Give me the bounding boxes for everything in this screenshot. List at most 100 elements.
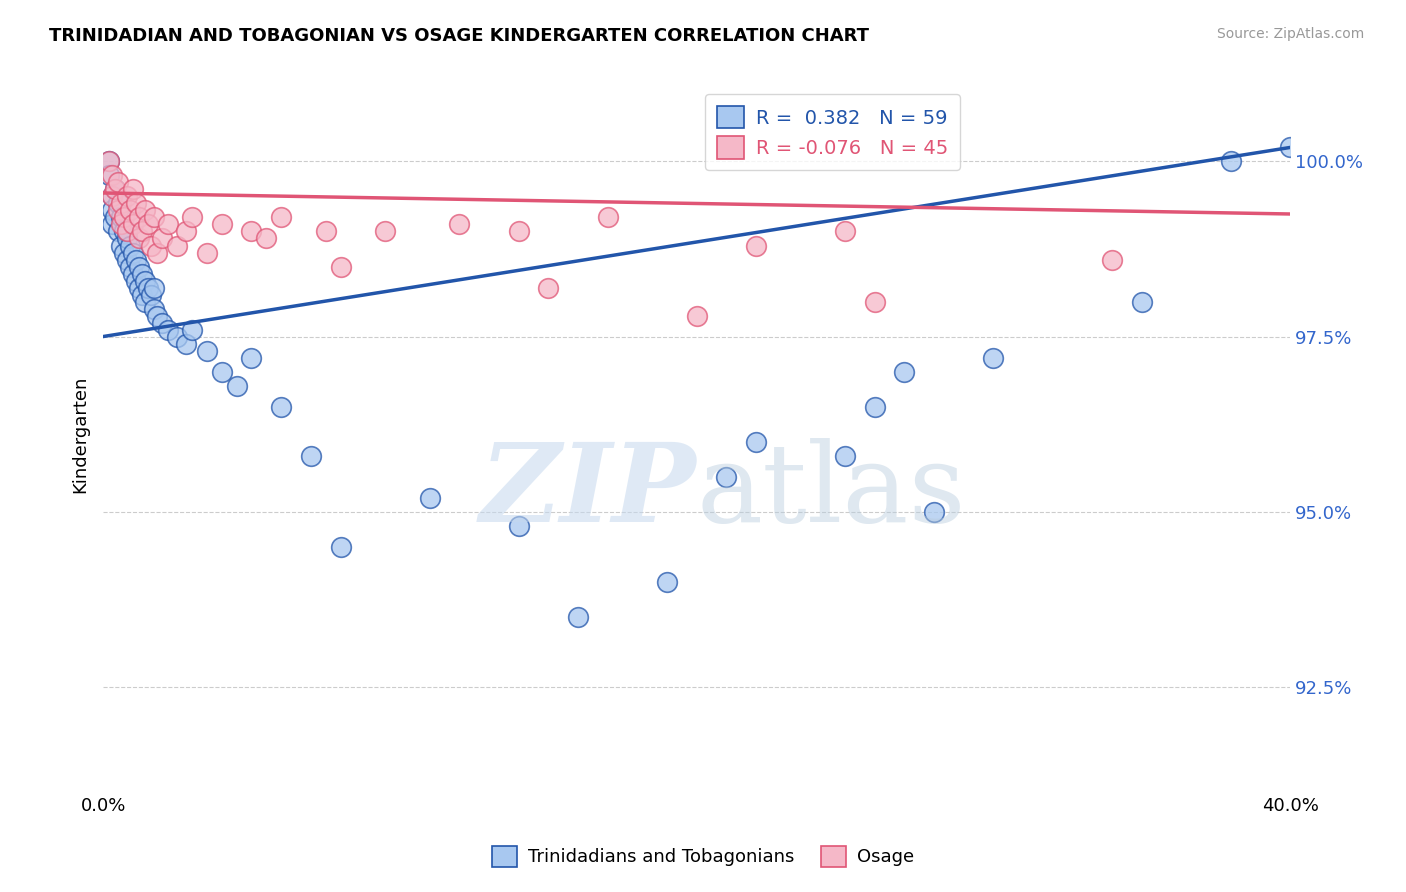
Point [118, 260, 141, 274]
Point [299, 449, 322, 463]
Point [128, 211, 150, 225]
Point [112, 245, 135, 260]
Point [107, 203, 129, 218]
Point [508, 518, 530, 533]
Point [128, 260, 150, 274]
Point [101, 169, 124, 183]
Text: atlas: atlas [696, 438, 966, 545]
Point [981, 351, 1004, 365]
Point [112, 211, 135, 225]
Point [145, 245, 167, 260]
Point [101, 189, 124, 203]
Point [107, 225, 129, 239]
Point [449, 218, 471, 232]
Point [834, 225, 856, 239]
Point [110, 238, 132, 252]
Point [174, 225, 197, 239]
Point [211, 365, 233, 379]
Point [181, 211, 204, 225]
Point [121, 218, 143, 232]
Point [115, 252, 138, 267]
Point [134, 273, 156, 287]
Point [115, 189, 138, 203]
Point [98, 154, 121, 169]
Point [134, 294, 156, 309]
Point [131, 287, 153, 301]
Point [195, 245, 218, 260]
Text: TRINIDADIAN AND TOBAGONIAN VS OSAGE KINDERGARTEN CORRELATION CHART: TRINIDADIAN AND TOBAGONIAN VS OSAGE KIND… [49, 27, 869, 45]
Point [134, 203, 156, 218]
Point [157, 218, 180, 232]
Point [104, 182, 127, 196]
Point [98, 169, 121, 183]
Point [329, 260, 352, 274]
Point [537, 280, 560, 294]
Point [121, 267, 143, 281]
Point [101, 203, 124, 218]
Point [115, 225, 138, 239]
Point [655, 574, 678, 589]
Point [240, 351, 263, 365]
Point [716, 469, 738, 483]
Text: ZIP: ZIP [479, 438, 696, 546]
Point [104, 211, 127, 225]
Point [142, 301, 165, 316]
Point [104, 182, 127, 196]
Point [112, 225, 135, 239]
Point [125, 273, 148, 287]
Point [225, 378, 247, 392]
Point [166, 238, 188, 252]
Point [1101, 252, 1123, 267]
Point [98, 154, 121, 169]
Point [145, 309, 167, 323]
Point [195, 343, 218, 358]
Point [136, 218, 159, 232]
Point [315, 225, 337, 239]
Point [152, 316, 174, 330]
Point [131, 225, 153, 239]
Point [110, 211, 132, 225]
Point [101, 189, 124, 203]
Point [211, 218, 233, 232]
Point [508, 225, 530, 239]
Point [131, 267, 153, 281]
Point [121, 182, 143, 196]
Point [142, 211, 165, 225]
Point [166, 329, 188, 343]
Point [121, 245, 143, 260]
Point [125, 252, 148, 267]
Point [181, 322, 204, 336]
Point [685, 309, 707, 323]
Point [115, 225, 138, 239]
Point [128, 280, 150, 294]
Point [834, 449, 856, 463]
Point [107, 176, 129, 190]
Legend: R =  0.382   N = 59, R = -0.076   N = 45: R = 0.382 N = 59, R = -0.076 N = 45 [706, 95, 960, 170]
Point [745, 434, 768, 449]
Point [118, 238, 141, 252]
Point [418, 491, 440, 505]
Point [596, 211, 619, 225]
Point [240, 225, 263, 239]
Point [174, 336, 197, 351]
Point [863, 400, 886, 414]
Point [110, 196, 132, 211]
Point [863, 294, 886, 309]
Point [136, 280, 159, 294]
Point [254, 231, 277, 245]
Point [152, 231, 174, 245]
Point [142, 280, 165, 294]
Point [118, 203, 141, 218]
Point [1279, 140, 1302, 154]
Point [1130, 294, 1153, 309]
Point [107, 196, 129, 211]
Legend: Trinidadians and Tobagonians, Osage: Trinidadians and Tobagonians, Osage [485, 838, 921, 874]
Point [745, 238, 768, 252]
Point [128, 231, 150, 245]
Point [139, 238, 162, 252]
Point [125, 196, 148, 211]
Point [270, 400, 292, 414]
Point [115, 231, 138, 245]
Point [1219, 154, 1241, 169]
Point [110, 218, 132, 232]
